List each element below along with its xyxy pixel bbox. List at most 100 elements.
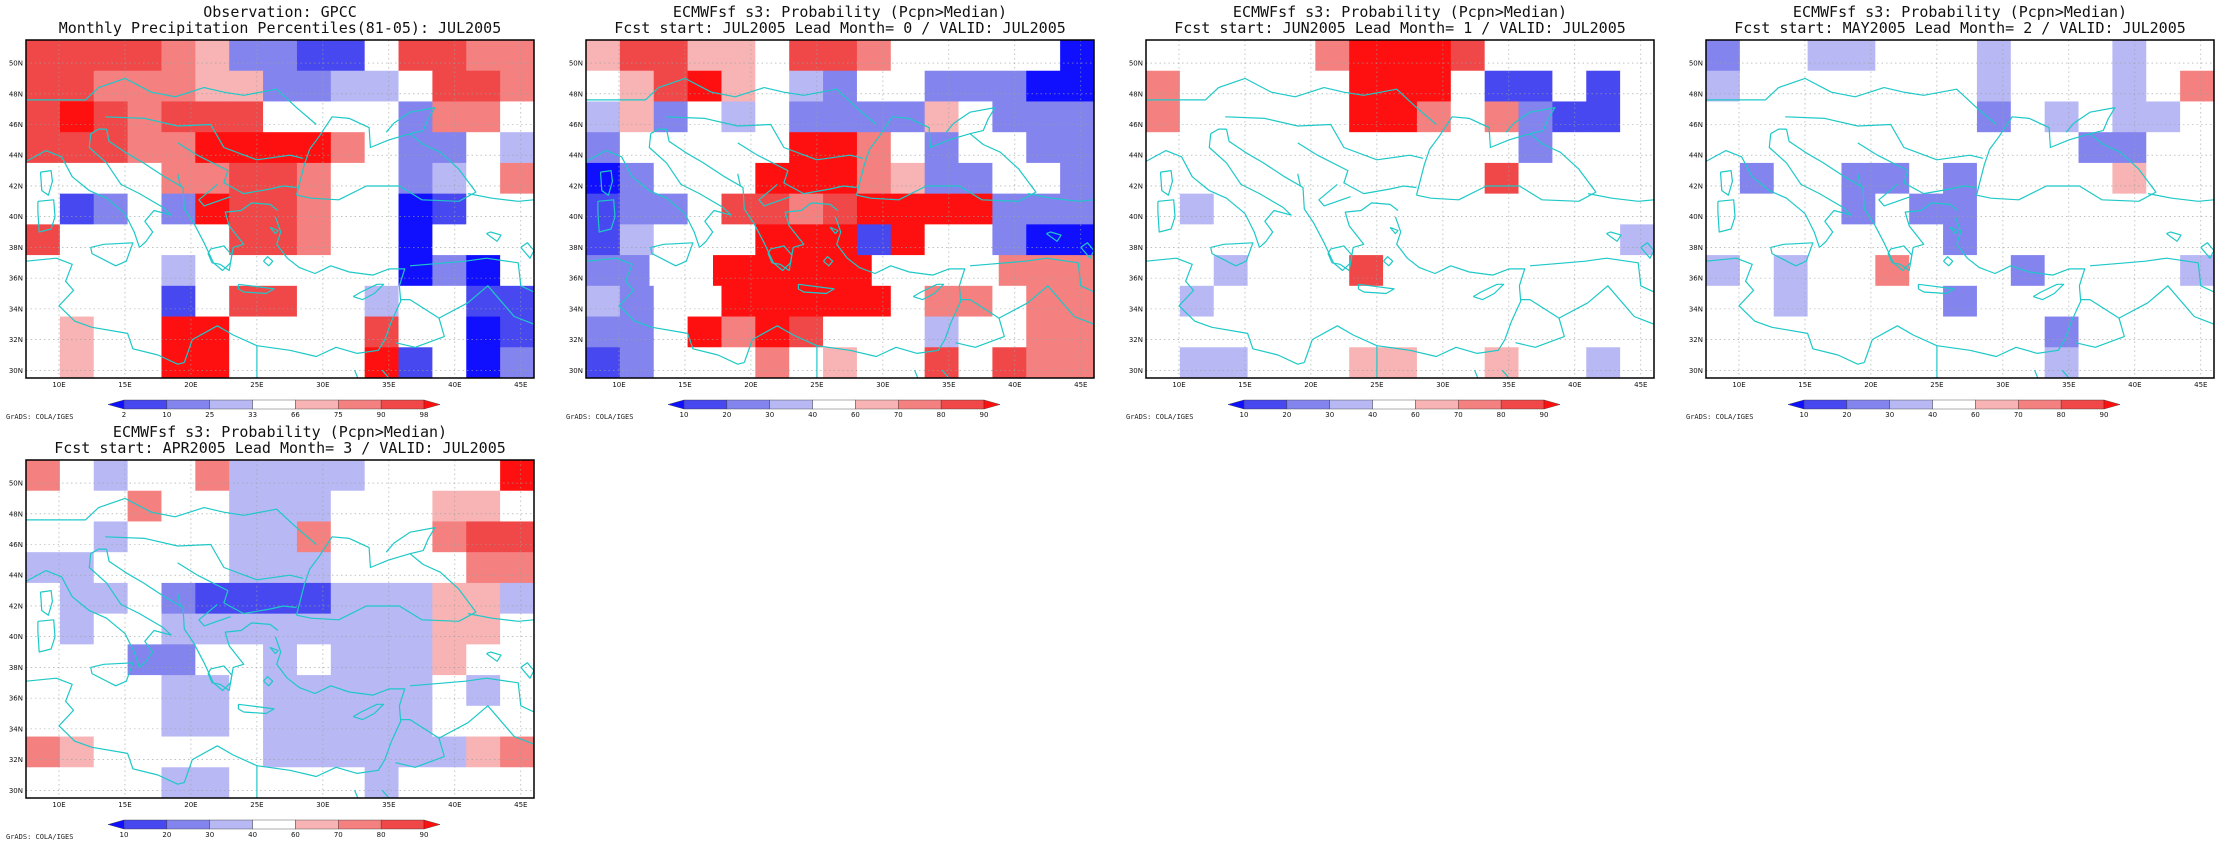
- coastline: [855, 116, 1037, 202]
- grid-cell: [1841, 285, 1876, 317]
- grid-cell: [432, 255, 467, 287]
- grid-cell: [263, 705, 298, 737]
- grid-cell: [1450, 132, 1486, 164]
- coastline: [2118, 285, 2214, 325]
- grid-cell: [1179, 132, 1215, 164]
- grid-cell: [1060, 162, 1094, 195]
- y-tick-label: 38N: [569, 244, 583, 252]
- y-tick-label: 44N: [569, 152, 583, 160]
- coastline: [37, 199, 56, 233]
- colorbar: 10 20 30 40 60 70 80 90: [667, 399, 1001, 419]
- coastline: [533, 567, 534, 685]
- grid-cell: [1281, 193, 1316, 225]
- grid-cell: [26, 460, 61, 492]
- grid-cell: [1349, 70, 1384, 102]
- grid-cell: [432, 552, 467, 584]
- grid-cell: [330, 40, 366, 72]
- coastline: [1975, 116, 2157, 202]
- y-tick-label: 30N: [9, 787, 23, 795]
- grid-cell: [2010, 255, 2046, 287]
- colorbar-segment: [1846, 399, 1890, 410]
- grid-cell: [1739, 255, 1775, 287]
- grid-cell: [653, 224, 688, 256]
- x-tick-label: 25E: [810, 381, 823, 389]
- grid-cell: [2146, 285, 2181, 317]
- grid-cell: [93, 460, 128, 492]
- coastline: [1785, 116, 1984, 161]
- grid-cell: [161, 736, 196, 768]
- grid-cell: [1976, 255, 2012, 287]
- grid-cell: [59, 582, 95, 615]
- grid-cell: [2078, 347, 2113, 378]
- grid-cell: [653, 347, 688, 378]
- grid-cell: [26, 490, 61, 522]
- grid-cell: [2146, 70, 2181, 102]
- coastline: [597, 199, 616, 233]
- grid-cell: [1739, 316, 1775, 348]
- coastline: [395, 719, 445, 768]
- grid-cell: [229, 70, 264, 102]
- grid-cell: [1349, 162, 1384, 195]
- grid-cell: [1943, 316, 1978, 348]
- grid-cell: [59, 101, 95, 133]
- grid-cell: [619, 40, 655, 72]
- x-tick-label: 35E: [2062, 381, 2075, 389]
- coastline: [648, 133, 732, 248]
- x-tick-label: 45E: [514, 381, 527, 389]
- grid-cell: [59, 460, 95, 492]
- grid-cell: [1281, 224, 1316, 256]
- colorbar-label: 40: [808, 411, 817, 419]
- grid-cell: [1213, 347, 1248, 378]
- grid-cell: [2010, 316, 2046, 348]
- grid-cell: [432, 490, 467, 522]
- grid-cell: [364, 255, 399, 287]
- grid-cell: [619, 224, 655, 256]
- coastline: [263, 256, 274, 267]
- grid-cell: [823, 193, 858, 225]
- grid-cell: [2044, 101, 2079, 133]
- colorbar-segment: [107, 399, 125, 410]
- grid-cell: [1450, 285, 1486, 317]
- grid-cell: [26, 582, 61, 615]
- grid-cell: [330, 675, 366, 707]
- grid-cell: [1247, 40, 1282, 72]
- grid-cell: [364, 101, 399, 133]
- coastline: [1474, 369, 1510, 378]
- grid-cell: [93, 582, 128, 615]
- precip-map: 10E 15E 20E 25E 30E 35E 40E 45E 50N 48N 46N 44N 42N 4…: [1689, 39, 2215, 419]
- grid-cell: [1349, 193, 1384, 225]
- grid-cell: [967, 255, 1000, 287]
- grid-cell: [161, 224, 196, 256]
- grid-cell: [1484, 70, 1519, 102]
- grid-cell: [500, 70, 534, 102]
- grid-cell: [161, 255, 196, 287]
- grid-cell: [1213, 162, 1248, 195]
- grid-cell: [1484, 193, 1519, 225]
- grid-cell: [330, 613, 366, 645]
- colorbar-segment: [295, 399, 339, 410]
- grid-cell: [127, 132, 162, 164]
- colorbar-segment: [209, 399, 253, 410]
- grid-cell: [398, 644, 433, 676]
- grid-cell: [364, 316, 399, 348]
- grid-cell: [330, 552, 366, 584]
- grid-cell: [229, 316, 264, 348]
- grid-cell: [195, 316, 230, 348]
- grid-cell: [2078, 162, 2113, 195]
- grid-cell: [2010, 347, 2046, 378]
- grid-cell: [296, 285, 332, 317]
- grid-cell: [1875, 316, 1910, 348]
- coastline: [1515, 299, 1565, 348]
- grid-cell: [229, 347, 264, 378]
- grid-cell: [2078, 285, 2113, 317]
- y-tick-label: 38N: [9, 244, 23, 252]
- grid-cell: [1026, 316, 1061, 348]
- grid-cell: [653, 40, 688, 72]
- colorbar-label: 10: [1240, 411, 1249, 419]
- panel-title: Observation: GPCC: [203, 3, 357, 21]
- grid-cell: [364, 347, 399, 378]
- grid-cell: [1146, 224, 1181, 256]
- y-tick-label: 46N: [9, 121, 23, 129]
- grid-cell: [1349, 255, 1384, 287]
- grid-cell: [1943, 40, 1978, 72]
